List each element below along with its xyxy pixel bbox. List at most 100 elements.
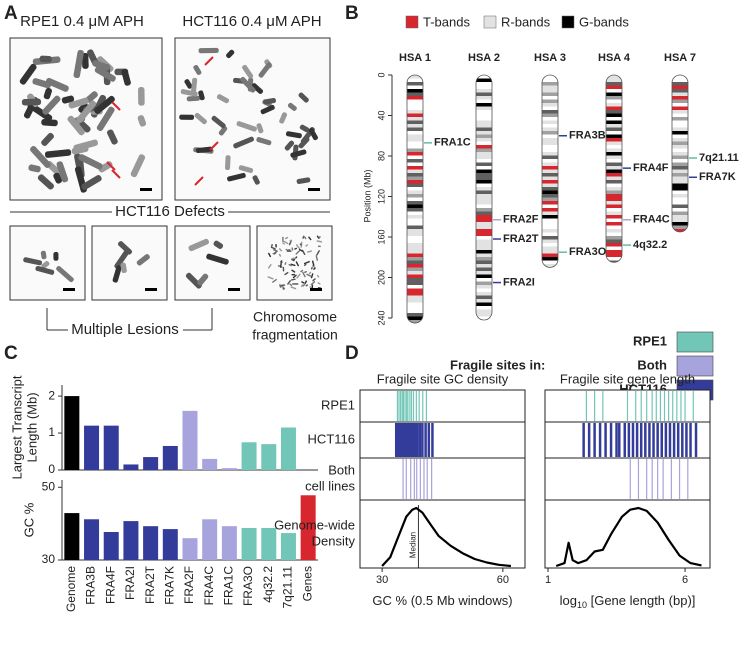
x-tick-label: 60: [497, 574, 509, 586]
row-box: [359, 457, 526, 501]
x-axis-label-part: 10: [577, 600, 587, 610]
panel-label: D: [345, 343, 359, 364]
band: [407, 204, 423, 209]
band: [672, 120, 688, 125]
chromosome-blob: [21, 98, 42, 106]
band: [606, 99, 622, 104]
x-tick-label: FRA1C: [222, 566, 236, 606]
band: [542, 169, 558, 174]
site-label: FRA4C: [633, 214, 670, 226]
band: [542, 239, 558, 244]
band: [672, 225, 688, 230]
chromosome-blob: [107, 129, 118, 145]
chromosome-blob: [302, 235, 305, 239]
band: [407, 173, 423, 177]
chromosome-blob: [256, 137, 272, 146]
chromosome-bands: [672, 75, 688, 232]
band: [672, 138, 688, 142]
band: [407, 215, 423, 219]
band: [542, 187, 558, 191]
band: [476, 320, 492, 321]
band: [476, 99, 492, 104]
bar: [64, 513, 80, 560]
band: [407, 211, 423, 216]
band: [672, 222, 688, 226]
chromosome-blob: [305, 244, 309, 247]
band: [407, 295, 423, 300]
band: [407, 309, 423, 314]
chromosome-blob: [287, 102, 297, 111]
band: [407, 155, 423, 160]
chromosome-blob: [191, 77, 198, 94]
image-title: HCT116 0.4 μM APH: [182, 13, 321, 30]
band: [476, 113, 492, 118]
band: [407, 222, 423, 226]
chromosome-blob: [41, 118, 58, 127]
bar: [261, 444, 277, 470]
chromosome-blob: [197, 273, 209, 286]
band: [476, 176, 492, 181]
band: [606, 85, 622, 90]
caption: Chromosome: [253, 309, 337, 325]
band: [606, 117, 622, 121]
band: [407, 176, 423, 181]
band: [407, 89, 423, 93]
band: [672, 103, 688, 107]
chromosome-blob: [81, 175, 102, 190]
band: [672, 197, 688, 202]
chromosome-blob: [279, 284, 282, 288]
band: [476, 103, 492, 107]
chromosome-blob: [279, 262, 282, 268]
panel-label: A: [4, 3, 18, 24]
bar: [123, 464, 139, 470]
band: [542, 96, 558, 100]
band: [407, 117, 423, 121]
x-tick-label: FRA3O: [241, 566, 255, 606]
band: [476, 239, 492, 244]
band: [407, 113, 423, 118]
band: [606, 204, 622, 209]
y-tick-label: 30: [42, 552, 56, 566]
band: [672, 173, 688, 177]
band: [672, 218, 688, 223]
chromosome-name: HSA 3: [534, 52, 566, 64]
chromosome-blob: [267, 252, 272, 258]
band: [476, 180, 492, 184]
scale-bar: [145, 288, 157, 291]
chromosome-blob: [213, 240, 224, 249]
band: [672, 215, 688, 219]
chromosome-blob: [312, 278, 316, 282]
scale-bar: [310, 288, 322, 291]
band: [407, 134, 423, 139]
chromosome-blob: [56, 265, 74, 283]
band: [606, 134, 622, 139]
band: [476, 134, 492, 139]
chromosome-blob: [311, 265, 316, 268]
chromosome-blob: [28, 164, 41, 173]
chromosome-blob: [272, 249, 278, 252]
y-tick-label: 160: [376, 229, 386, 244]
band: [542, 92, 558, 97]
band: [542, 155, 558, 160]
band: [476, 159, 492, 163]
band: [606, 75, 622, 79]
y-tick-label: 120: [376, 189, 386, 204]
band: [606, 78, 622, 83]
chromosome-blob: [289, 283, 293, 287]
band: [606, 120, 622, 125]
band: [407, 271, 423, 275]
band: [542, 183, 558, 188]
band: [672, 117, 688, 121]
chromosome-blob: [278, 248, 283, 252]
band: [407, 260, 423, 265]
chromosome: [406, 74, 424, 324]
band: [672, 211, 688, 216]
x-tick-label: 7q21.11: [281, 566, 295, 609]
chromosome-blob: [198, 90, 205, 101]
band: [606, 201, 622, 205]
band: [407, 138, 423, 142]
legend-swatch: [676, 355, 714, 377]
band: [407, 99, 423, 104]
chromosome-blob: [300, 269, 304, 273]
